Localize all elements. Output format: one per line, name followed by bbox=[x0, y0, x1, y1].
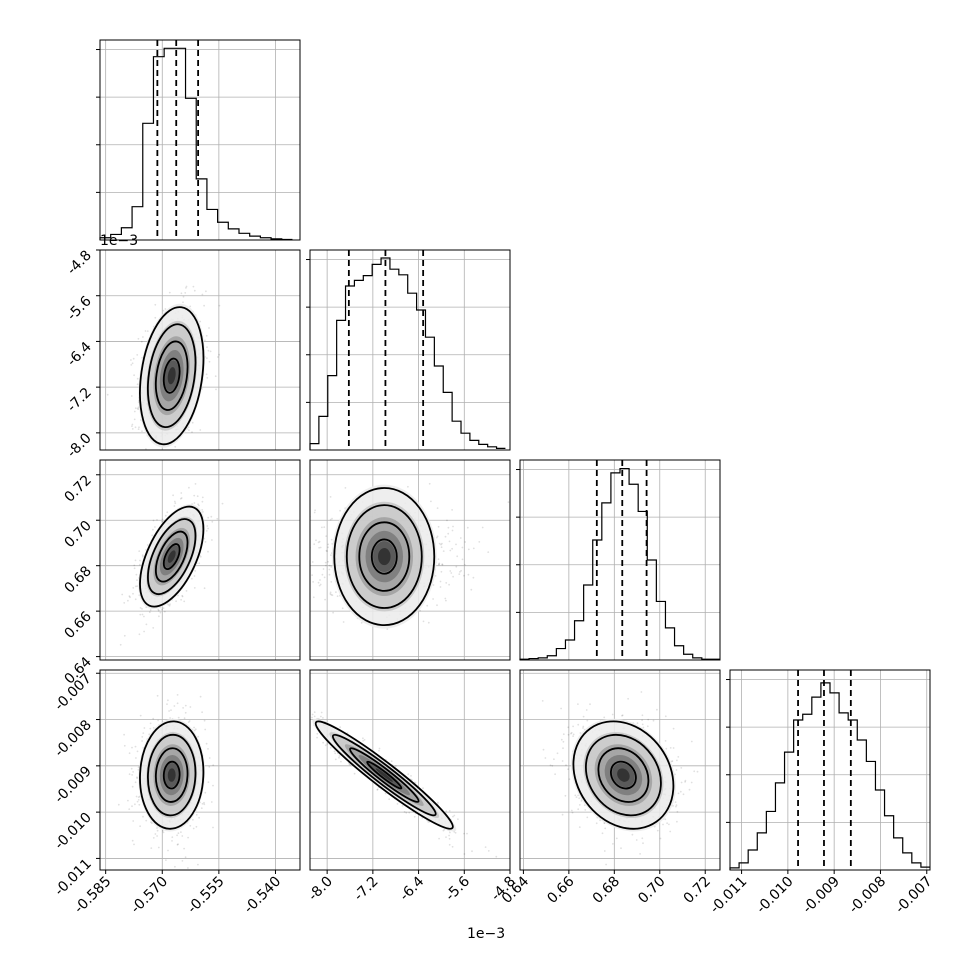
y-tick-label: 0.72 bbox=[61, 472, 94, 505]
axes-frame bbox=[99, 39, 301, 241]
grid-lines bbox=[100, 40, 300, 240]
grid-lines bbox=[310, 250, 511, 450]
x-tick-label: -0.008 bbox=[846, 874, 889, 917]
grid-lines bbox=[520, 460, 720, 660]
y-tick-label: -4.8 bbox=[64, 248, 95, 279]
y-tick-label: -8.0 bbox=[64, 430, 95, 461]
axes-frame bbox=[309, 459, 511, 661]
hist-step-line bbox=[309, 257, 506, 450]
y-scale-label: 1e−3 bbox=[100, 233, 138, 249]
histogram-panel-1 bbox=[306, 249, 511, 451]
x-tick-label: 0.70 bbox=[635, 874, 668, 907]
contour-lines bbox=[314, 720, 454, 830]
hist-step-line bbox=[519, 467, 720, 660]
x-tick-label: 0.72 bbox=[681, 874, 714, 907]
x-tick-label: -5.6 bbox=[442, 873, 473, 904]
grid-lines bbox=[520, 670, 720, 870]
y-tick-label: -0.009 bbox=[52, 763, 95, 806]
contour-lines bbox=[139, 306, 205, 446]
scatter-panel-2-0 bbox=[99, 459, 301, 661]
contour-lines bbox=[333, 487, 436, 627]
y-tick-label: -0.008 bbox=[52, 717, 95, 760]
x-tick-label: -0.570 bbox=[128, 874, 171, 917]
x-tick-label: -0.011 bbox=[707, 874, 750, 917]
x-tick-label: -7.2 bbox=[351, 874, 382, 905]
x-tick-label: -0.540 bbox=[241, 874, 284, 917]
axes-frame bbox=[309, 669, 511, 871]
hist-step-line bbox=[99, 47, 293, 241]
axes-frame bbox=[309, 249, 511, 451]
y-tick-label: -6.4 bbox=[64, 339, 95, 370]
x-scale-label: 1e−3 bbox=[467, 926, 505, 942]
x-tick-label: 0.66 bbox=[544, 873, 577, 906]
x-tick-label: -8.0 bbox=[305, 874, 336, 905]
axes-frame bbox=[99, 249, 301, 451]
hist-step-line bbox=[729, 682, 930, 870]
histogram-panel-2 bbox=[516, 459, 721, 661]
grid-lines bbox=[100, 460, 300, 660]
x-tick-label: -6.4 bbox=[397, 873, 428, 904]
axes-frame bbox=[729, 669, 931, 871]
scatter-panel-3-2 bbox=[519, 669, 721, 871]
x-tick-label: -0.007 bbox=[892, 874, 935, 917]
scatter-panel-3-0 bbox=[99, 669, 301, 871]
grid-lines bbox=[730, 670, 930, 870]
density-fill bbox=[138, 504, 205, 610]
scatter-panel-2-1 bbox=[309, 459, 511, 661]
contour-lines bbox=[139, 720, 205, 830]
y-tick-label: 0.68 bbox=[61, 563, 94, 596]
scatter-panel-3-1 bbox=[309, 669, 511, 871]
y-tick-label: 0.66 bbox=[61, 609, 94, 642]
axes-frame bbox=[519, 669, 721, 871]
x-tick-label: -0.010 bbox=[753, 874, 796, 917]
x-tick-label: -0.009 bbox=[800, 874, 843, 917]
scatter-panel-1-0 bbox=[99, 249, 301, 451]
axes-frame bbox=[519, 459, 721, 661]
histogram-panel-0 bbox=[96, 39, 301, 241]
density-fill bbox=[312, 718, 457, 832]
y-tick-label: 0.70 bbox=[61, 518, 94, 551]
axes-frame bbox=[99, 669, 301, 871]
density-fill bbox=[138, 303, 205, 448]
axes-frame bbox=[99, 459, 301, 661]
y-tick-label: -7.2 bbox=[64, 385, 95, 416]
x-tick-label: 0.68 bbox=[590, 874, 623, 907]
grid-lines bbox=[310, 670, 511, 870]
y-tick-label: -0.010 bbox=[52, 810, 95, 853]
contour-lines bbox=[139, 505, 205, 608]
contour-lines bbox=[572, 720, 675, 830]
histogram-panel-3 bbox=[726, 669, 931, 871]
x-tick-label: -0.555 bbox=[184, 874, 227, 917]
y-tick-label: -5.6 bbox=[64, 293, 95, 324]
